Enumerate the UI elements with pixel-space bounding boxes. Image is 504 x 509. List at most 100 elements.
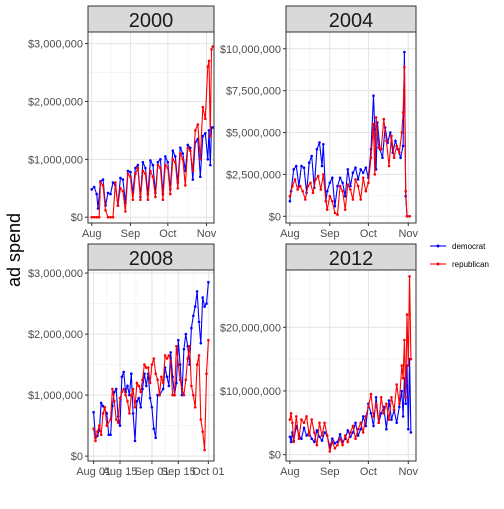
data-point-democrat [99, 401, 103, 405]
data-point-republican [401, 111, 405, 114]
data-point-republican [372, 122, 375, 126]
data-point-democrat [139, 406, 142, 409]
y-tick-label: $0 [71, 212, 83, 224]
data-point-democrat [195, 290, 199, 293]
legend-item-republican: republican [430, 260, 489, 269]
data-point-republican [401, 376, 405, 380]
data-point-republican [171, 393, 174, 397]
data-point-democrat [395, 421, 399, 425]
data-point-republican [373, 173, 377, 176]
data-point-democrat [399, 156, 402, 159]
plot-area [88, 32, 214, 223]
data-point-republican [336, 213, 339, 216]
data-point-democrat [288, 199, 292, 203]
data-point-republican [333, 211, 337, 215]
data-point-republican [99, 181, 102, 184]
data-point-democrat [171, 149, 175, 152]
data-point-republican [118, 396, 122, 400]
data-point-democrat [191, 178, 195, 181]
x-tick-label: Sep [320, 466, 340, 478]
y-tick-label: $0 [269, 211, 281, 223]
data-point-republican [159, 166, 162, 170]
panel-border [87, 269, 215, 462]
data-point-republican [99, 433, 103, 437]
data-point-democrat [114, 387, 118, 391]
data-point-republican [364, 189, 368, 193]
data-point-republican [390, 396, 393, 399]
data-point-democrat [193, 305, 197, 308]
data-point-republican [291, 421, 294, 425]
data-point-republican [184, 184, 187, 187]
data-point-republican [300, 418, 303, 421]
data-point-republican [156, 163, 160, 167]
facet-strip-label: 2004 [329, 10, 374, 32]
data-point-democrat [209, 163, 212, 167]
data-point-republican [161, 381, 165, 385]
data-point-republican [211, 45, 215, 48]
data-point-republican [131, 387, 135, 391]
data-point-republican [98, 424, 101, 427]
data-point-democrat [186, 143, 190, 147]
data-point-democrat [292, 168, 296, 171]
data-point-democrat [106, 191, 110, 195]
data-point-republican [186, 146, 190, 150]
data-point-democrat [394, 139, 397, 143]
data-point-democrat [107, 433, 110, 437]
plot-area [286, 270, 416, 461]
data-point-republican [336, 443, 339, 447]
data-point-democrat [343, 194, 347, 198]
data-point-republican [194, 129, 197, 132]
data-point-republican [404, 396, 408, 399]
data-point-democrat [199, 175, 202, 178]
data-point-republican [205, 372, 208, 376]
data-point-republican [92, 427, 95, 431]
data-point-democrat [203, 305, 206, 308]
data-point-republican [356, 184, 360, 188]
data-point-democrat [359, 427, 363, 431]
y-tick-label: $1,000,000 [28, 154, 83, 166]
data-point-democrat [207, 280, 210, 284]
data-point-democrat [354, 421, 357, 425]
data-point-republican [178, 378, 182, 382]
data-point-republican [398, 151, 401, 154]
data-point-republican [109, 215, 112, 219]
data-point-republican [141, 169, 145, 173]
data-point-democrat [165, 375, 169, 379]
legend-key-point [436, 244, 440, 248]
data-point-democrat [356, 178, 360, 181]
data-point-republican [103, 406, 107, 409]
plot-area [286, 32, 416, 223]
data-point-democrat [141, 160, 145, 164]
data-point-republican [150, 363, 154, 366]
data-point-democrat [161, 387, 165, 391]
data-point-republican [207, 59, 211, 63]
data-point-democrat [351, 171, 355, 174]
data-point-republican [309, 181, 312, 185]
data-point-republican [359, 421, 363, 425]
data-point-democrat [201, 134, 205, 138]
data-point-republican [328, 194, 332, 198]
data-point-democrat [302, 166, 306, 169]
data-point-democrat [182, 348, 186, 351]
data-point-democrat [387, 399, 391, 402]
y-tick-label: $10,000,000 [220, 44, 281, 56]
data-point-democrat [121, 178, 125, 181]
x-tick-label: Oct [159, 228, 176, 240]
data-point-republican [111, 387, 114, 391]
data-point-republican [379, 396, 383, 399]
data-point-democrat [302, 426, 306, 430]
y-tick-label: $3,000,000 [28, 39, 83, 51]
data-point-republican [325, 434, 329, 437]
data-point-republican [154, 372, 157, 376]
data-point-republican [304, 198, 307, 201]
x-tick-label: Aug [82, 228, 102, 240]
data-point-republican [92, 215, 96, 219]
legend-label: democrat [452, 242, 486, 251]
y-tick-label: $1,000,000 [28, 390, 83, 402]
data-point-democrat [186, 345, 189, 348]
data-point-republican [121, 189, 125, 193]
data-point-republican [307, 434, 311, 437]
data-point-democrat [341, 181, 344, 185]
data-point-republican [403, 65, 406, 69]
